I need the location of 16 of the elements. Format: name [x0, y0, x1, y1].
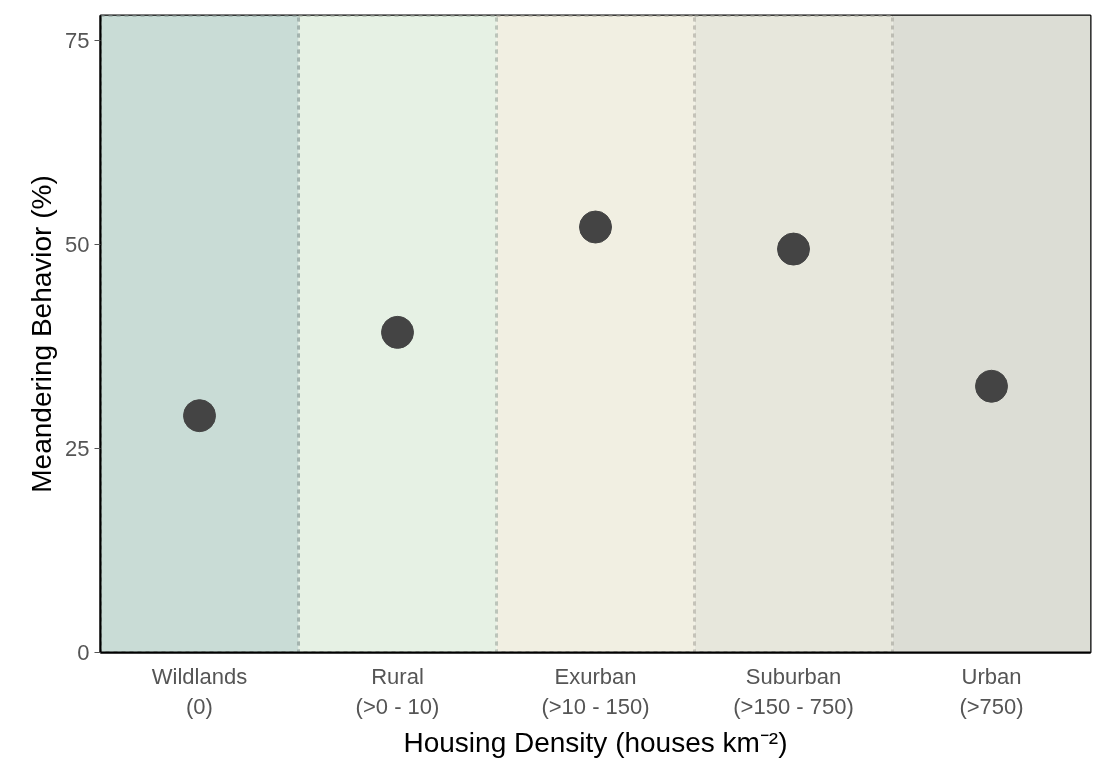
x-tick-label: Suburban (>150 - 750): [733, 663, 854, 719]
point: [777, 232, 810, 266]
x-tick-label: Exurban (>10 - 150): [541, 663, 650, 719]
point: [381, 315, 414, 349]
y-tick-label: 0: [77, 640, 90, 665]
y-tick-label: 25: [65, 435, 90, 461]
y-tick-label: 75: [65, 27, 90, 53]
y-axis-title: Meandering Behavior (%): [26, 175, 58, 493]
y-tick-label: 50: [65, 231, 90, 257]
x-tick-label: Wildlands (0): [151, 663, 248, 719]
point: [183, 399, 216, 433]
x-axis-title: Housing Density (houses km⁻²): [403, 726, 788, 758]
x-tick-label: Rural (>0 - 10): [355, 663, 440, 719]
point: [975, 369, 1008, 403]
point: [579, 210, 612, 244]
x-tick-label: Urban (>750): [959, 663, 1024, 719]
